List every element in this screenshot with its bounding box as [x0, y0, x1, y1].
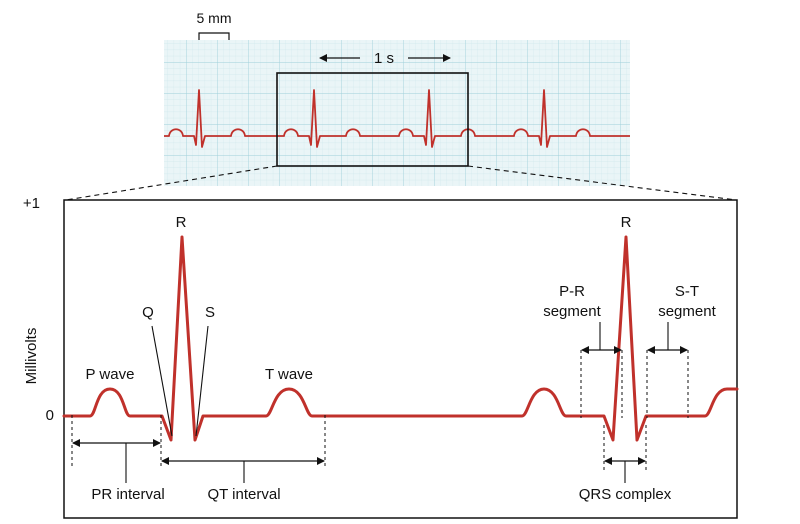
- ecg-strip: 5 mm 1 s: [164, 10, 630, 186]
- qt-interval-label: QT interval: [207, 486, 280, 503]
- pr-interval-marker: PR interval: [72, 439, 165, 503]
- time-arrow: 1 s: [319, 50, 451, 67]
- zoom-window: [276, 72, 469, 167]
- pr-segment-label-line2: segment: [543, 303, 601, 320]
- y-zero-label: 0: [46, 407, 54, 424]
- s-wave-label: S: [205, 304, 215, 321]
- ecg-trace: [62, 235, 739, 442]
- p-wave-label: P wave: [86, 366, 135, 383]
- qt-interval-marker: QT interval: [161, 457, 325, 503]
- strip-ecg-trace: [164, 89, 630, 148]
- r-peak-label-right: R: [621, 214, 632, 231]
- pr-interval-label: PR interval: [91, 486, 164, 503]
- zoom-guide-right: [467, 165, 737, 201]
- r-peak-label-left: R: [176, 214, 187, 231]
- q-wave-label: Q: [142, 304, 154, 321]
- scale-bracket: 5 mm: [197, 10, 232, 40]
- scale-label: 5 mm: [197, 10, 232, 26]
- y-top-label: +1: [23, 195, 40, 212]
- detail-frame: [63, 199, 738, 519]
- st-segment-marker: [647, 322, 688, 354]
- st-segment-label-line2: segment: [658, 303, 716, 320]
- q-leader-line: [151, 325, 173, 437]
- pr-segment-label-line1: P-R: [559, 283, 585, 300]
- detail-panel: +1 0 Millivolts R R Q S P wave T wave P-…: [23, 195, 739, 519]
- qrs-complex-label: QRS complex: [579, 486, 672, 503]
- st-segment-label-line1: S-T: [675, 283, 699, 300]
- qrs-complex-marker: QRS complex: [579, 457, 672, 503]
- y-axis-label: Millivolts: [23, 328, 40, 385]
- strip-grid: [164, 40, 630, 186]
- s-leader-line: [195, 325, 209, 437]
- t-wave-label: T wave: [265, 366, 313, 383]
- time-label: 1 s: [374, 50, 394, 67]
- pr-segment-marker: [581, 322, 622, 354]
